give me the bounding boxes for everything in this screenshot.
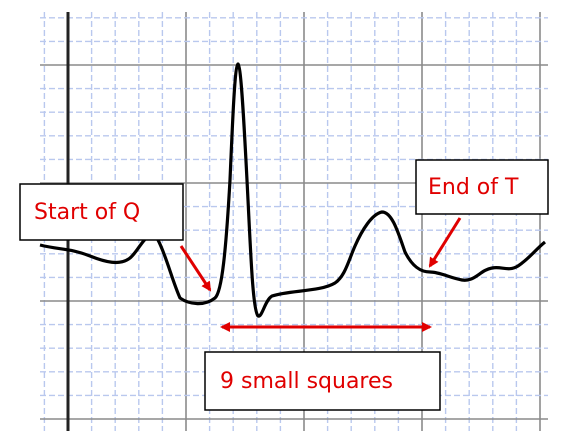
end-label: End of T [428, 175, 519, 200]
start-label: Start of Q [34, 200, 140, 225]
ecg-trace [39, 62, 547, 318]
start-box [19, 183, 184, 241]
end-box [415, 159, 549, 215]
end-arrow [428, 217, 462, 268]
interval-label: 9 small squares [220, 369, 393, 394]
interval-box [204, 351, 441, 411]
start-arrow [179, 245, 212, 292]
